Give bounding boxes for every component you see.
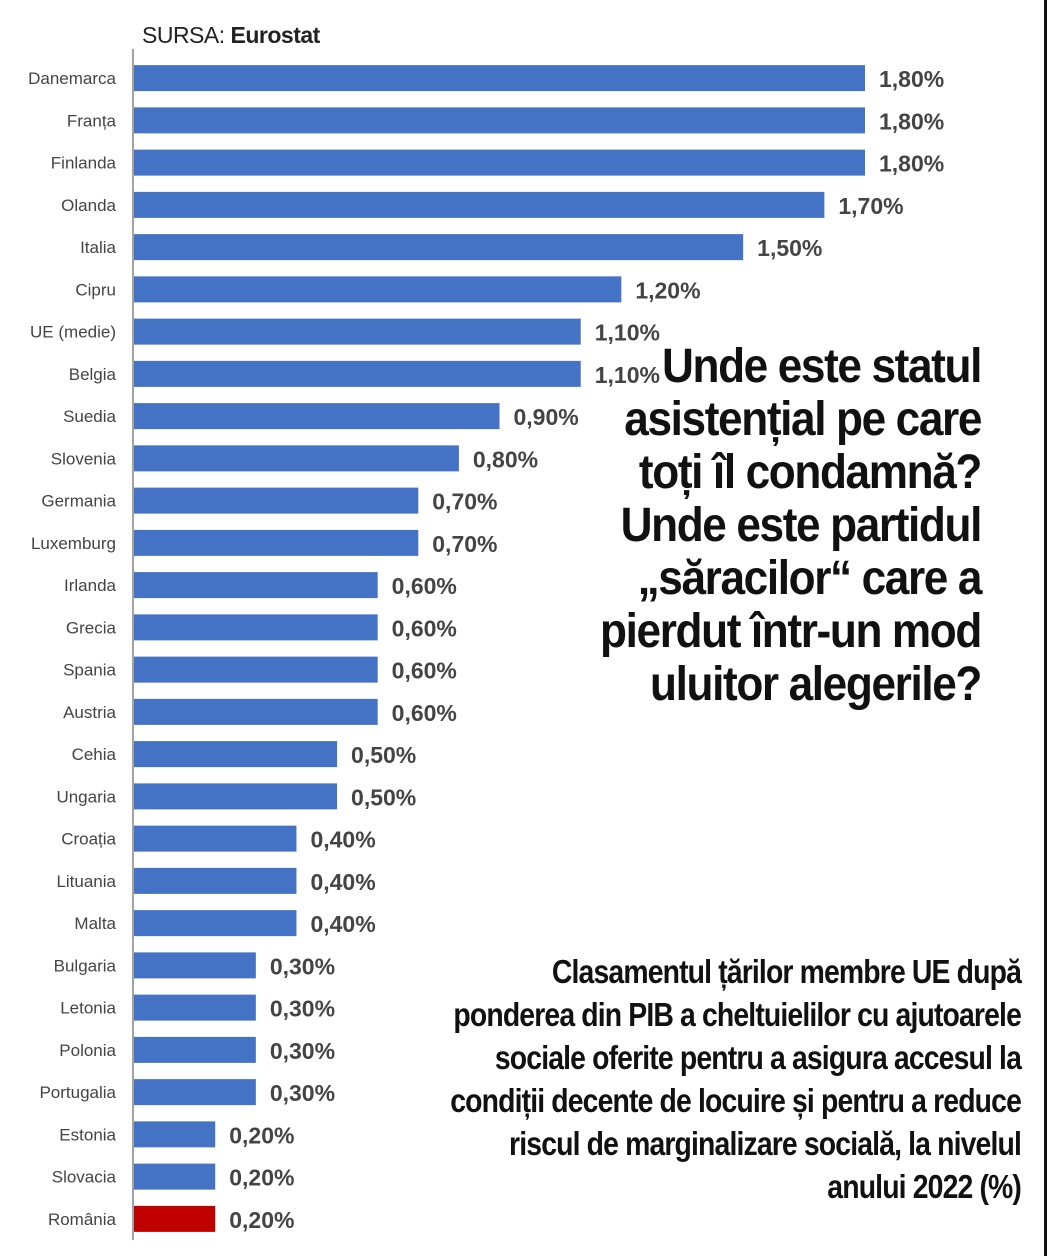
bar xyxy=(134,1036,256,1063)
data-label: 0,80% xyxy=(473,446,538,472)
bar xyxy=(134,234,744,261)
data-label: 0,50% xyxy=(351,742,416,768)
category-label: Cehia xyxy=(72,745,117,764)
data-label: 0,30% xyxy=(270,1038,335,1064)
data-label: 0,60% xyxy=(392,573,457,599)
bar xyxy=(134,825,297,852)
bar xyxy=(134,318,581,345)
data-label: 1,70% xyxy=(838,193,903,219)
headline: Unde este statul asistențial pe care toț… xyxy=(600,340,982,711)
category-label: Grecia xyxy=(66,618,117,637)
data-label: 0,60% xyxy=(392,700,457,726)
data-label: 1,80% xyxy=(879,66,944,92)
data-label: 0,90% xyxy=(514,404,579,430)
category-label: România xyxy=(48,1210,117,1229)
bar xyxy=(134,529,419,556)
right-border xyxy=(1044,0,1047,1256)
source-note: SURSA: Eurostat xyxy=(142,22,320,49)
data-label: 0,70% xyxy=(432,531,497,557)
data-label: 0,40% xyxy=(310,911,375,937)
bar xyxy=(134,487,419,514)
data-label: 0,20% xyxy=(229,1207,294,1233)
bar xyxy=(134,149,865,176)
bar xyxy=(134,1163,216,1190)
bar xyxy=(134,403,500,430)
bar xyxy=(134,656,378,683)
category-label: Ungaria xyxy=(56,787,116,806)
category-label: Estonia xyxy=(59,1125,116,1144)
category-label: Franța xyxy=(67,111,117,130)
bar xyxy=(134,1079,256,1106)
category-label: Bulgaria xyxy=(54,956,117,975)
bar xyxy=(134,741,338,768)
data-label: 1,20% xyxy=(635,277,700,303)
bar xyxy=(134,614,378,641)
category-label: Lituania xyxy=(56,872,116,891)
data-label: 1,50% xyxy=(757,235,822,261)
data-label: 1,80% xyxy=(879,108,944,134)
data-label: 1,80% xyxy=(879,151,944,177)
bar xyxy=(134,994,256,1021)
data-label: 0,60% xyxy=(392,615,457,641)
category-label: Austria xyxy=(63,703,116,722)
data-label: 0,40% xyxy=(310,827,375,853)
category-label: Spania xyxy=(63,661,116,680)
category-label: Olanda xyxy=(61,196,116,215)
data-label: 0,70% xyxy=(432,489,497,515)
data-label: 0,20% xyxy=(229,1165,294,1191)
data-label: 0,30% xyxy=(270,996,335,1022)
bar xyxy=(134,698,378,725)
category-label: Suedia xyxy=(63,407,116,426)
data-label: 0,40% xyxy=(310,869,375,895)
bar xyxy=(134,360,581,387)
category-label: Irlanda xyxy=(64,576,117,595)
category-label: Danemarca xyxy=(28,69,116,88)
bar xyxy=(134,952,256,979)
data-label: 0,50% xyxy=(351,784,416,810)
source-name: Eurostat xyxy=(230,22,321,48)
data-label: 1,10% xyxy=(595,320,660,346)
category-label: Finlanda xyxy=(51,154,117,173)
bar xyxy=(134,572,378,599)
bar xyxy=(134,1205,216,1232)
source-label: SURSA: xyxy=(142,22,225,48)
bar xyxy=(134,783,338,810)
bar xyxy=(134,1121,216,1148)
category-label: Slovacia xyxy=(52,1168,117,1187)
category-label: Belgia xyxy=(69,365,117,384)
category-label: Polonia xyxy=(59,1041,116,1060)
category-label: Italia xyxy=(80,238,116,257)
data-label: 0,30% xyxy=(270,953,335,979)
category-label: Portugalia xyxy=(39,1083,116,1102)
data-label: 0,30% xyxy=(270,1080,335,1106)
category-label: Slovenia xyxy=(51,449,117,468)
data-label: 0,20% xyxy=(229,1122,294,1148)
bar xyxy=(134,910,297,937)
bar xyxy=(134,867,297,894)
category-label: Croația xyxy=(61,830,116,849)
category-label: UE (medie) xyxy=(30,323,116,342)
data-label: 0,60% xyxy=(392,658,457,684)
category-label: Malta xyxy=(74,914,116,933)
category-label: Luxemburg xyxy=(31,534,116,553)
bar xyxy=(134,191,825,218)
bar xyxy=(134,276,622,303)
chart-subtitle: Clasamentul țărilor membre UE după ponde… xyxy=(450,953,1022,1205)
category-label: Cipru xyxy=(75,280,116,299)
bar xyxy=(134,65,865,92)
category-label: Germania xyxy=(41,492,116,511)
category-label: Letonia xyxy=(60,999,116,1018)
data-label: 1,10% xyxy=(595,362,660,388)
bar xyxy=(134,107,865,134)
bar xyxy=(134,445,459,472)
